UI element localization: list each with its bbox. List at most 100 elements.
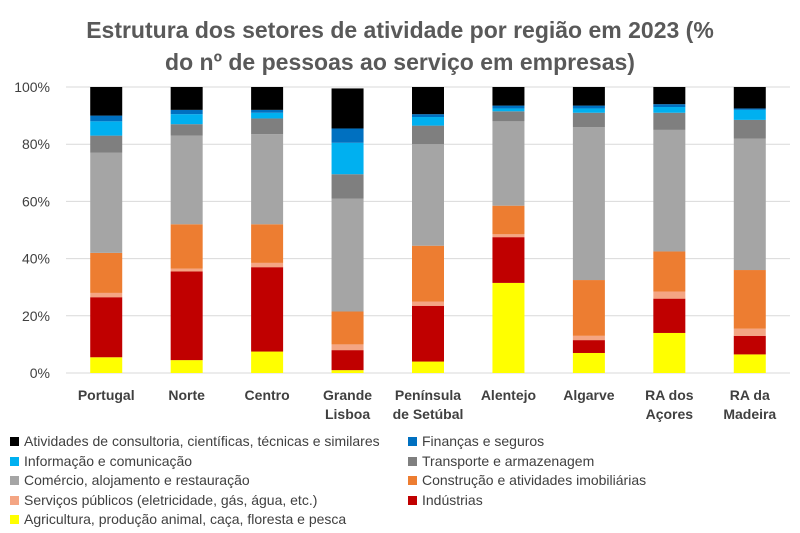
bar-segment: [170, 109, 203, 115]
bar-segment: [653, 129, 686, 252]
bar-segment: [412, 361, 444, 373]
bar-segment: [170, 124, 203, 136]
bar-segment: [572, 352, 605, 373]
bar-segment: [572, 335, 605, 341]
x-category-label: Norte: [168, 387, 205, 403]
bar-segment: [90, 121, 123, 136]
x-category-label: RA dos Açores: [645, 387, 694, 422]
bar-segment: [733, 119, 766, 139]
x-category-label: Algarve: [563, 387, 615, 403]
bar-segment: [412, 144, 444, 246]
bar-segment: [492, 87, 525, 106]
bar-segment: [492, 108, 525, 112]
y-tick-label: 40%: [22, 251, 50, 267]
legend-swatch: [10, 476, 19, 485]
legend-swatch: [10, 437, 19, 446]
x-category-label: Grande Lisboa: [323, 387, 372, 422]
legend-label: Serviços públicos (eletricidade, gás, ág…: [24, 491, 318, 508]
y-tick-label: 80%: [22, 136, 50, 152]
y-tick-label: 60%: [22, 193, 50, 209]
bar-segment: [412, 87, 444, 115]
bar-segment: [653, 112, 686, 130]
bar-segment: [492, 111, 525, 122]
bar-segment: [733, 108, 766, 110]
bar-segment: [170, 271, 203, 361]
chart-title-line-1: Estrutura dos setores de atividade por r…: [86, 17, 714, 43]
x-category-label: RA da Madeira: [723, 387, 776, 422]
legend-item: Informação e comunicação: [10, 452, 192, 470]
x-category-label: Portugal: [78, 387, 135, 403]
bar-segment: [492, 105, 525, 109]
bar-segment: [90, 115, 123, 122]
legend-item: Agricultura, produção animal, caça, flor…: [10, 510, 346, 528]
legend-item: Comércio, alojamento e restauração: [10, 471, 250, 489]
bar-segment: [653, 87, 686, 105]
bar-segment: [653, 107, 686, 113]
bar-segment: [572, 127, 605, 281]
legend-label: Construção e atividades imobiliárias: [422, 472, 647, 488]
bar-segment: [653, 251, 686, 292]
legend-item: Indústrias: [408, 491, 483, 509]
bar-segment: [331, 142, 364, 175]
bar-segment: [653, 332, 686, 373]
legend-swatch: [408, 456, 417, 466]
bar-segment: [492, 205, 525, 235]
bar-segment: [170, 135, 203, 225]
bar-segment: [90, 292, 123, 298]
bar-segment: [653, 298, 686, 333]
legend-item: Finanças e seguros: [408, 432, 544, 450]
bar-segment: [412, 117, 444, 126]
chart-title-line-2: do nº de pessoas ao serviço em empresas): [165, 49, 635, 75]
bar-segment: [412, 114, 444, 118]
bar-segment: [572, 105, 605, 109]
bar-segment: [251, 351, 284, 373]
legend-swatch: [408, 495, 417, 505]
bar-segment: [170, 87, 203, 110]
bar-segment: [251, 134, 284, 225]
legend-item: Transporte e armazenagem: [408, 452, 594, 470]
legend-swatch: [10, 515, 19, 524]
bar-segment: [251, 87, 284, 110]
bar-segment: [572, 112, 605, 128]
bar-segment: [412, 301, 444, 306]
bar-segment: [90, 357, 123, 373]
legend-label: Transporte e armazenagem: [422, 452, 595, 469]
bar-segment: [251, 118, 284, 135]
legend-item: Construção e atividades imobiliárias: [408, 471, 646, 489]
bar-segment: [90, 252, 123, 293]
bar-segment: [733, 109, 766, 120]
bar-segment: [572, 87, 605, 106]
chart-title: Estrutura dos setores de atividade por r…: [0, 14, 800, 78]
bar-segment: [90, 297, 123, 358]
bar-segment: [170, 360, 203, 373]
legend-swatch: [10, 495, 19, 505]
y-tick-label: 100%: [14, 79, 50, 95]
legend-label: Atividades de consultoria, científicas, …: [24, 433, 380, 449]
legend-label: Finanças e seguros: [422, 433, 545, 449]
legend-swatch: [408, 476, 417, 485]
y-tick-label: 0%: [30, 365, 50, 381]
legend-label: Indústrias: [422, 491, 483, 508]
bar-segment: [331, 198, 364, 312]
bar-segment: [733, 87, 766, 109]
bar-segment: [492, 282, 525, 373]
x-category-label: Alentejo: [481, 387, 536, 403]
bar-segment: [331, 128, 364, 143]
legend-swatch: [10, 456, 19, 466]
bar-segment: [170, 114, 203, 125]
bar-segment: [331, 311, 364, 345]
bar-segment: [412, 125, 444, 145]
bar-segment: [170, 268, 203, 272]
bar-segment: [492, 237, 525, 283]
legend-swatch: [408, 437, 417, 446]
x-category-label: Península de Setúbal: [393, 387, 464, 422]
bar-segment: [492, 234, 525, 238]
bar-segment: [492, 121, 525, 206]
bar-segment: [251, 112, 284, 119]
bar-segment: [331, 174, 364, 199]
bar-segment: [251, 267, 284, 352]
x-category-label: Centro: [245, 387, 290, 403]
bar-segment: [733, 328, 766, 336]
bar-segment: [412, 245, 444, 302]
